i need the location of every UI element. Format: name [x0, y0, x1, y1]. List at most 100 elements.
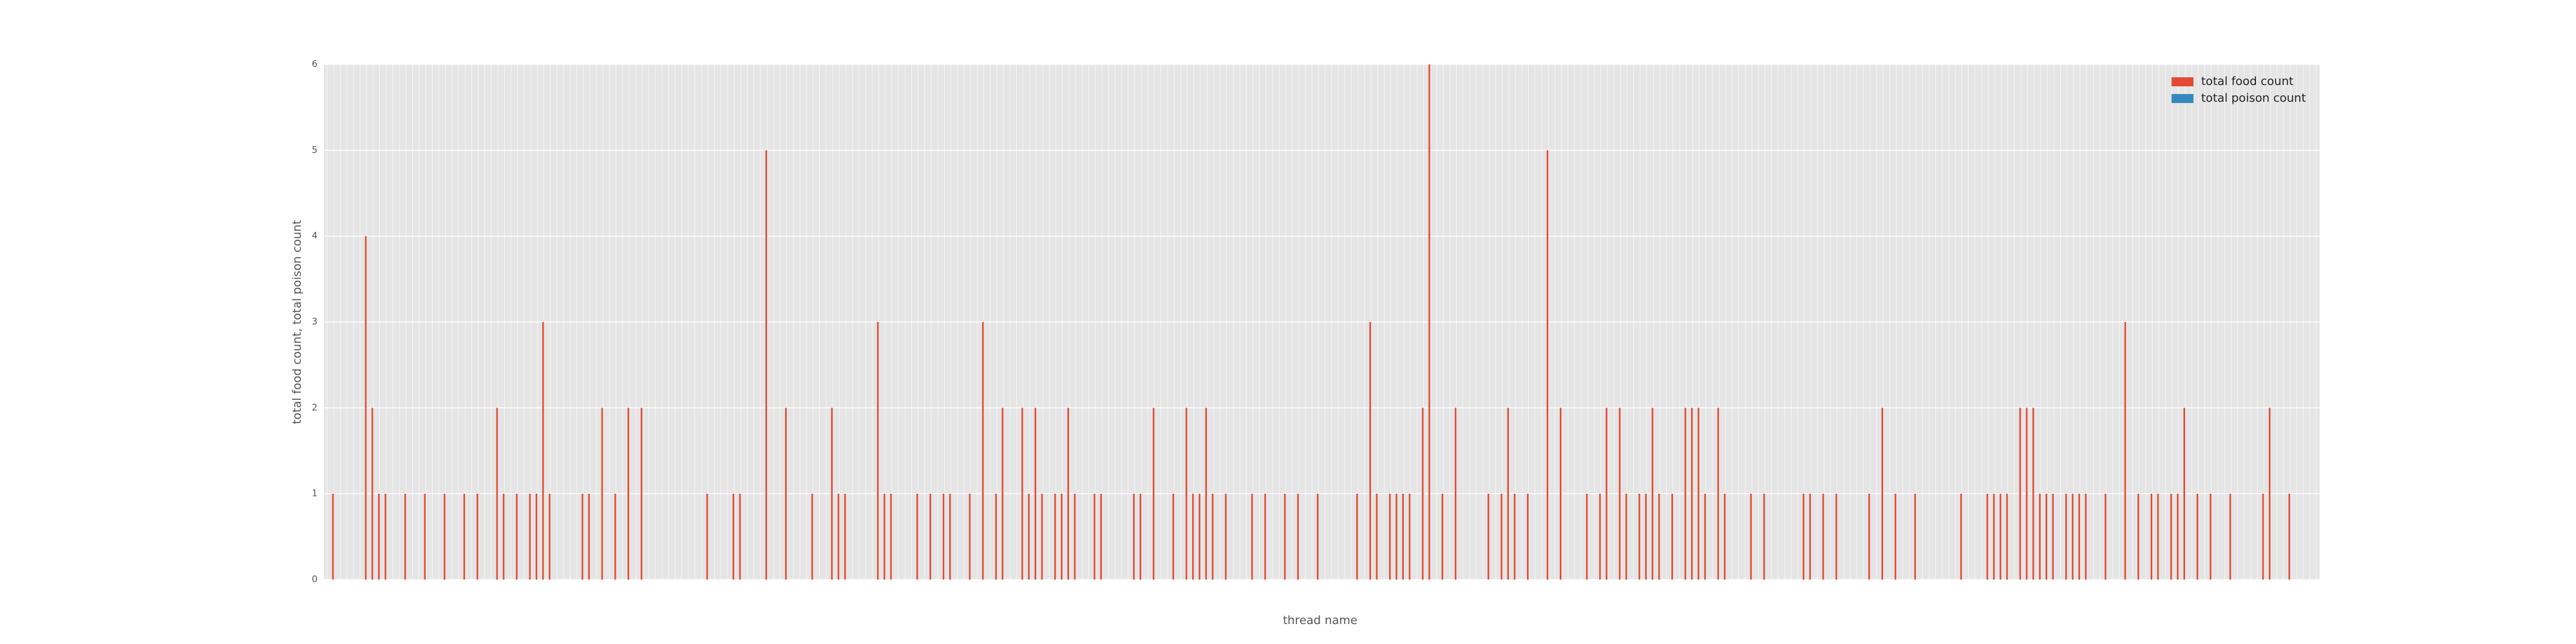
bar — [588, 493, 590, 580]
bar — [1698, 408, 1700, 580]
bar — [876, 322, 879, 580]
bar — [1881, 408, 1884, 580]
bar — [706, 493, 708, 580]
bar — [1625, 493, 1627, 580]
bar — [916, 493, 918, 580]
bar — [1094, 493, 1095, 580]
bar — [1986, 493, 1989, 580]
bar — [332, 493, 334, 580]
bar — [1993, 493, 1995, 580]
bar — [2268, 408, 2271, 580]
bar — [1750, 493, 1752, 580]
bar — [1645, 493, 1647, 580]
bar — [2045, 493, 2047, 580]
bar — [1198, 493, 1200, 580]
bar — [2229, 493, 2231, 580]
bar — [1192, 493, 1194, 580]
bar — [2105, 493, 2107, 580]
x-axis-label: thread name — [1283, 614, 1358, 627]
bar — [1402, 493, 1404, 580]
bar — [1809, 493, 1811, 580]
bar — [1586, 493, 1588, 580]
bar — [1868, 493, 1870, 580]
bar — [1803, 493, 1804, 580]
bar — [1185, 408, 1188, 580]
bar — [1960, 493, 1962, 580]
bar — [365, 236, 367, 580]
bar — [1914, 493, 1917, 580]
bar — [1283, 493, 1286, 580]
bar — [1605, 408, 1607, 580]
y-tick-label: 6 — [312, 59, 317, 70]
bar — [549, 493, 551, 580]
bar — [1421, 408, 1424, 580]
bar — [1001, 408, 1004, 580]
bar — [844, 493, 846, 580]
bar — [785, 408, 787, 580]
y-tick-label: 3 — [312, 317, 317, 327]
bar — [1100, 493, 1102, 580]
bar — [384, 493, 386, 580]
bar — [1717, 408, 1719, 580]
bar — [1205, 408, 1208, 580]
bar — [1763, 493, 1765, 580]
bar — [1671, 493, 1673, 580]
bar — [1067, 408, 1070, 580]
bar — [1074, 493, 1076, 580]
bar — [2006, 493, 2008, 580]
bar — [1690, 408, 1693, 580]
bar — [1684, 408, 1687, 580]
legend-label: total food count — [2201, 75, 2293, 88]
bar — [640, 408, 643, 580]
bar — [463, 493, 466, 580]
bar — [1487, 493, 1490, 580]
bar — [371, 408, 374, 580]
bar — [496, 408, 498, 580]
bar — [1133, 493, 1135, 580]
bar — [2025, 408, 2028, 580]
bar — [1153, 408, 1155, 580]
bar — [2078, 493, 2080, 580]
y-axis-label: total food count, total poison count — [290, 220, 304, 424]
bar — [1172, 493, 1175, 580]
bar — [1396, 493, 1397, 580]
bar — [1428, 64, 1430, 580]
bar — [1376, 493, 1378, 580]
bar — [378, 493, 380, 580]
bar — [1835, 493, 1837, 580]
bar — [1638, 493, 1640, 580]
bar — [1513, 493, 1516, 580]
bar — [1251, 493, 1253, 580]
bar — [1297, 493, 1299, 580]
bar — [477, 493, 478, 580]
bar — [2052, 493, 2054, 580]
bar — [1021, 408, 1023, 580]
bar — [2137, 493, 2139, 580]
bar — [1822, 493, 1824, 580]
bar — [995, 493, 997, 580]
bar — [811, 493, 813, 580]
bar — [1054, 493, 1056, 580]
bar — [1527, 493, 1529, 580]
bar — [2183, 408, 2186, 580]
bar — [969, 493, 971, 580]
bar — [890, 493, 892, 580]
bar — [1316, 493, 1319, 580]
bar — [1041, 493, 1043, 580]
bar — [529, 493, 531, 580]
bar — [1139, 493, 1142, 580]
bar — [2177, 493, 2179, 580]
bar — [516, 493, 518, 580]
bar — [1704, 493, 1706, 580]
bar — [831, 408, 833, 580]
bar — [1028, 493, 1030, 580]
bar — [424, 493, 426, 580]
bar — [2157, 493, 2159, 580]
bar — [444, 493, 446, 580]
bar — [2000, 493, 2002, 580]
legend-swatch — [2172, 77, 2193, 86]
bar — [614, 493, 616, 580]
bar — [765, 150, 768, 580]
bar — [1369, 322, 1371, 580]
